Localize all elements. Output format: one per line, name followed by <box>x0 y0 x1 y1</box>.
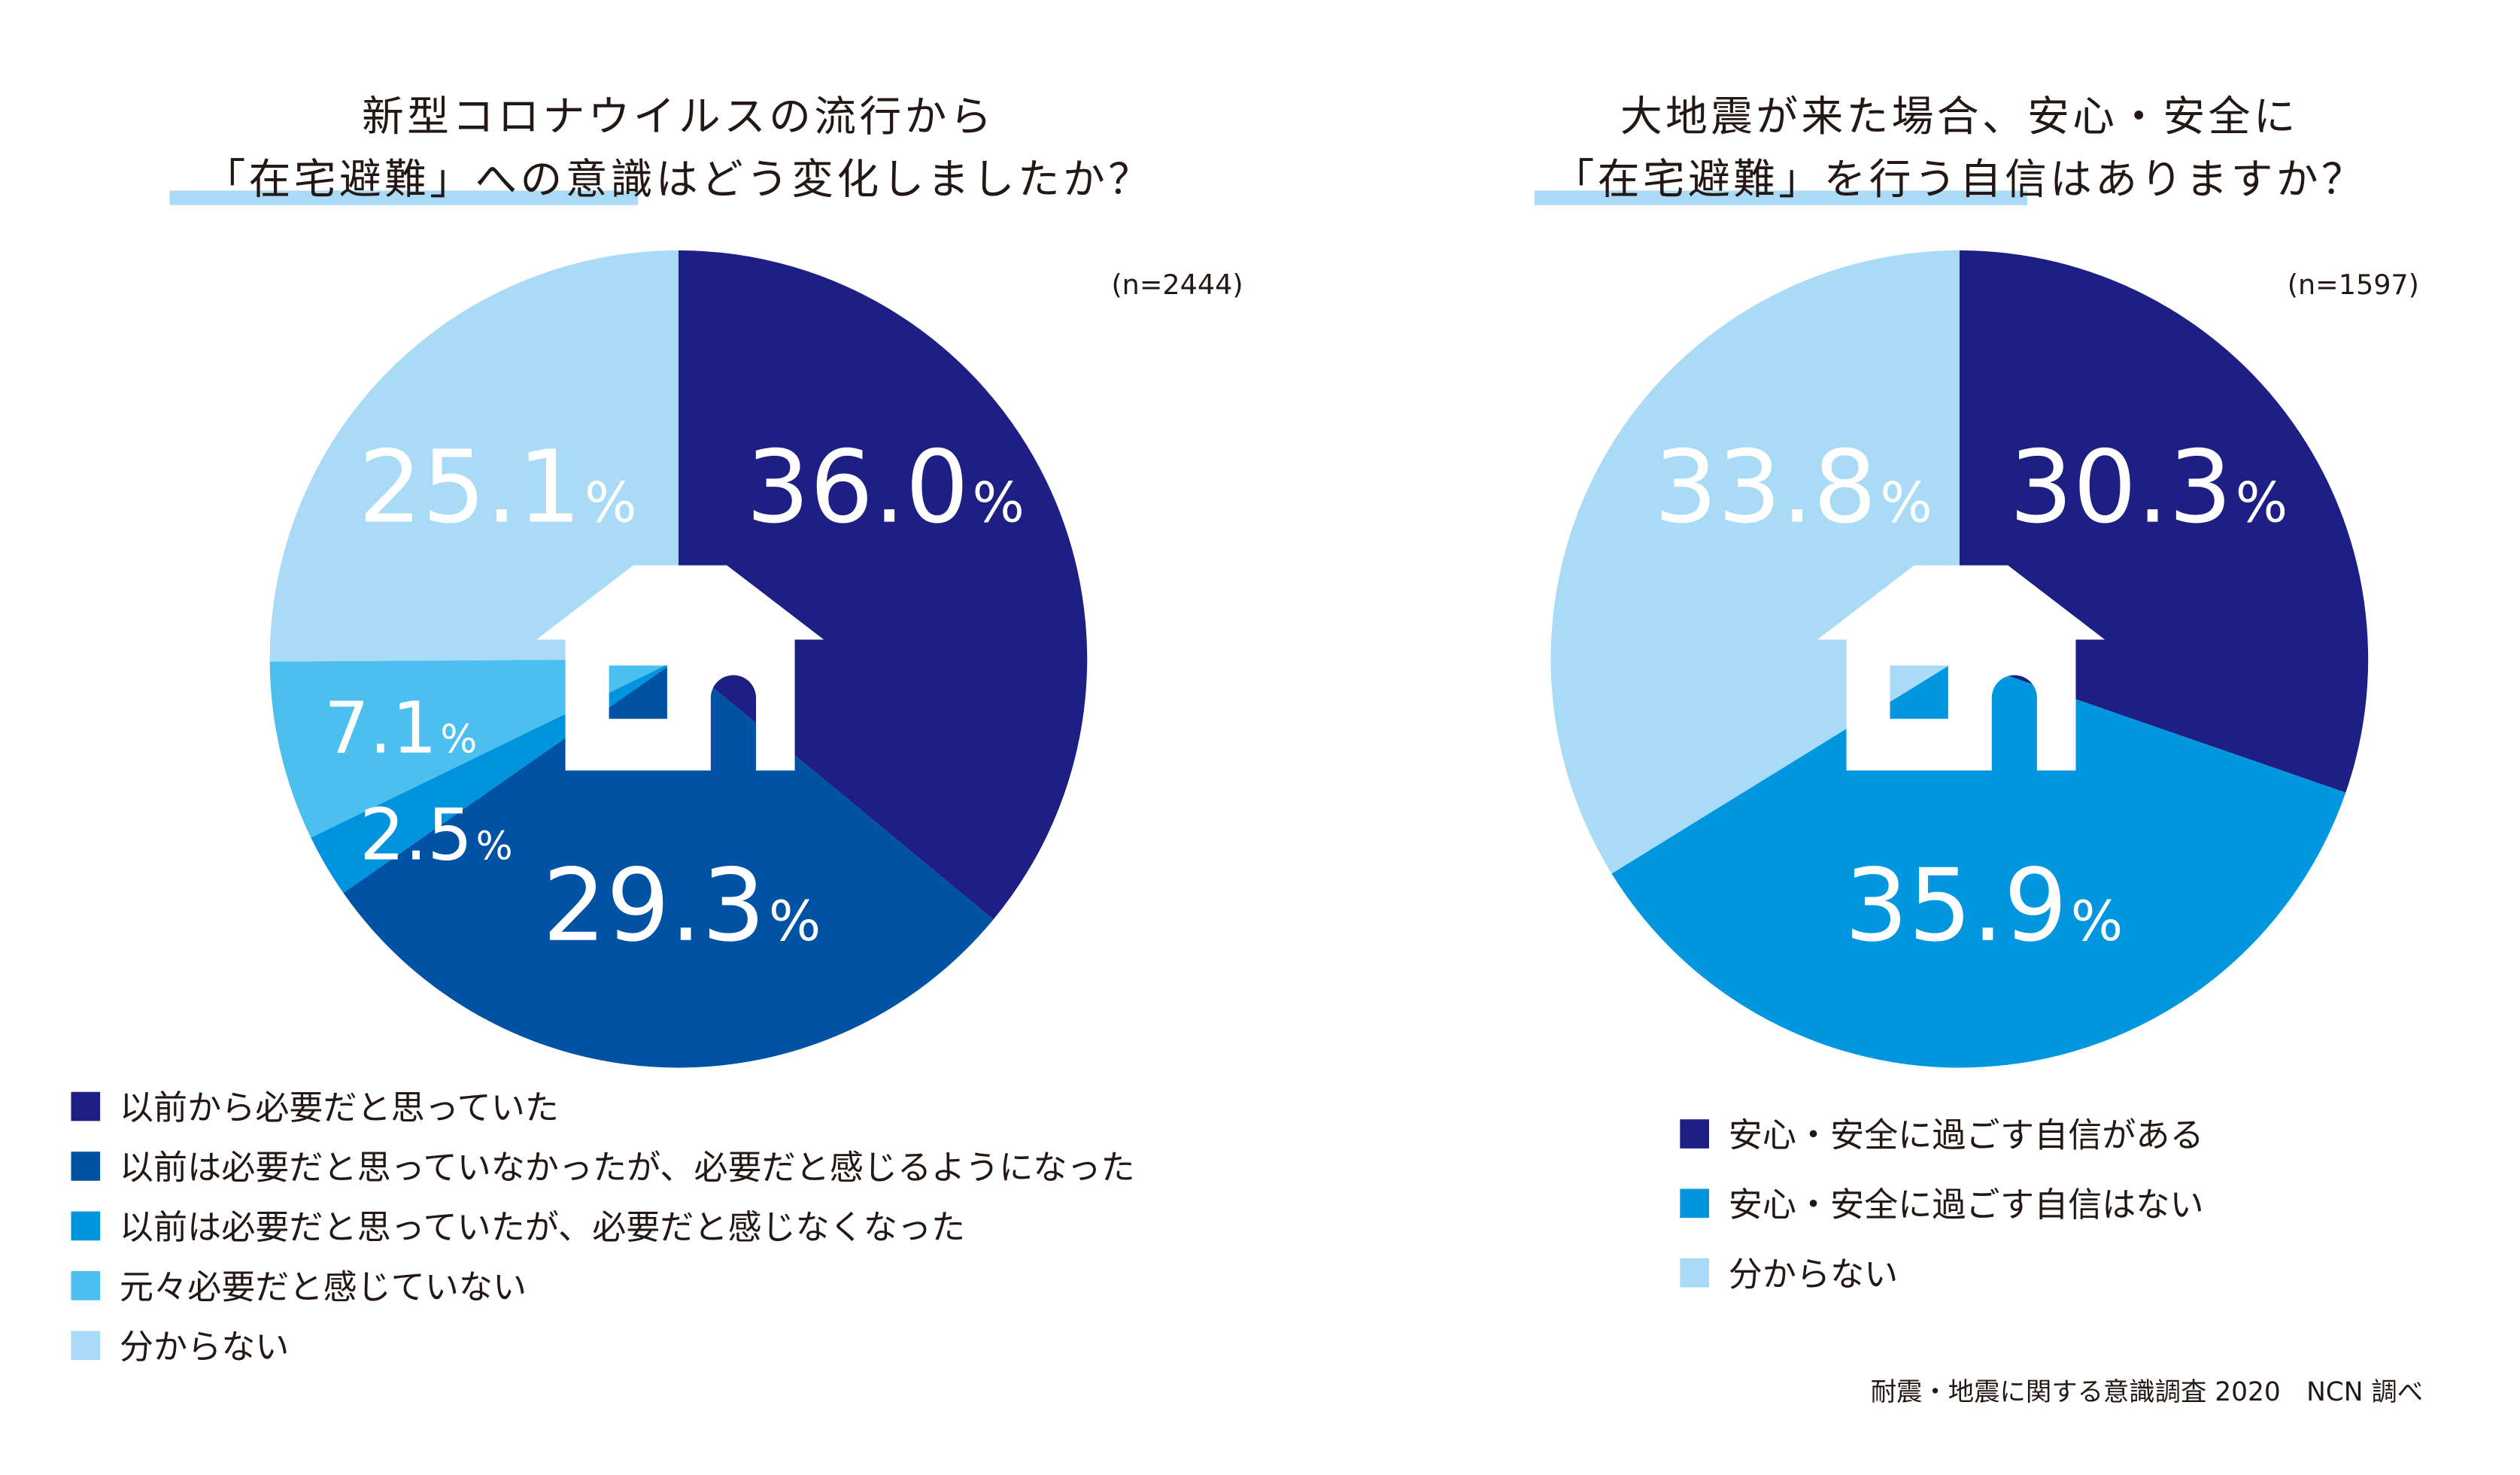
pie-slice <box>678 250 1088 920</box>
legend-swatch <box>71 1330 101 1360</box>
sample-size-left: (n=2444) <box>1111 269 1243 302</box>
legend-label: 以前は必要だと思っていたが、必要だと感じなくなった <box>119 1207 966 1246</box>
value-unit: % <box>2236 472 2288 536</box>
value-unit: % <box>1880 472 1932 536</box>
value-unit: % <box>769 890 821 954</box>
chart-title-right: 大地震が来た場合、安心・安全に 「在宅避難」を行う自信はありますか？ <box>1394 87 2520 214</box>
value-number: 29.3 <box>542 848 765 964</box>
title-line-1: 大地震が来た場合、安心・安全に <box>1620 93 2299 142</box>
title-highlight-text: 「在宅避難」 <box>1552 156 1824 205</box>
legend-swatch <box>71 1091 101 1121</box>
legend-item: 以前は必要だと思っていたが、必要だと感じなくなった <box>71 1195 1134 1255</box>
title-rest-text: はどう変化しましたか？ <box>655 156 1154 205</box>
value-unit: % <box>2071 890 2123 954</box>
legend-swatch <box>71 1210 101 1240</box>
source-footer: 耐震・地震に関する意識調査 2020 NCN 調べ <box>1870 1376 2424 1407</box>
house-icon <box>536 565 824 771</box>
slice-value-label: 30.3% <box>2009 429 2288 546</box>
title-highlight-right <box>1535 190 2028 205</box>
legend-label: 以前は必要だと思っていなかったが、必要だと感じるようになった <box>119 1147 1135 1187</box>
slice-value-label: 29.3% <box>542 848 821 964</box>
legend-swatch <box>1680 1118 1709 1148</box>
legend-left: 以前から必要だと思っていた以前は必要だと思っていなかったが、必要だと感じるように… <box>71 1076 1135 1374</box>
legend-item: 安心・安全に過ごす自信がある <box>1680 1098 2204 1167</box>
slice-value-label: 2.5% <box>360 794 512 876</box>
slice-value-label: 7.1% <box>324 687 477 770</box>
legend-item: 元々必要だと感じていない <box>71 1255 1134 1315</box>
legend-right: 安心・安全に過ごす自信がある 安心・安全に過ごす自信はない 分からない <box>1680 1098 2204 1307</box>
legend-label: 安心・安全に過ごす自信がある <box>1728 1115 2204 1155</box>
pie-slice <box>269 250 679 662</box>
house-icon <box>1817 565 2106 771</box>
legend-label: 分からない <box>1728 1254 1899 1294</box>
value-unit: % <box>972 472 1024 536</box>
value-number: 35.9 <box>1844 848 2067 964</box>
legend-label: 安心・安全に過ごす自信はない <box>1728 1185 2204 1224</box>
value-number: 33.8 <box>1654 429 1877 546</box>
legend-swatch <box>71 1151 101 1180</box>
legend-item: 以前は必要だと思っていなかったが、必要だと感じるようになった <box>71 1136 1135 1195</box>
title-highlight-left <box>169 190 639 205</box>
value-number: 7.1 <box>324 687 437 770</box>
pie-slice <box>1611 659 2346 1068</box>
value-number: 36.0 <box>746 429 969 546</box>
title-highlight-text: 「在宅避難」への意識 <box>203 156 656 205</box>
legend-label: 以前から必要だと思っていた <box>119 1088 559 1127</box>
pie-slice <box>343 659 994 1068</box>
value-number: 2.5 <box>360 794 472 876</box>
slice-value-label: 36.0% <box>746 429 1025 546</box>
legend-swatch <box>1680 1188 1709 1218</box>
legend-item: 分からない <box>71 1315 1134 1374</box>
legend-swatch <box>71 1270 101 1300</box>
slice-value-label: 35.9% <box>1844 848 2123 964</box>
legend-item: 安心・安全に過ごす自信はない <box>1680 1168 2204 1237</box>
value-number: 30.3 <box>2009 429 2232 546</box>
title-rest-text: を行う自信はありますか？ <box>1823 156 2367 205</box>
value-number: 25.1 <box>358 429 581 546</box>
slice-value-label: 25.1% <box>358 429 636 546</box>
value-unit: % <box>476 824 513 869</box>
title-line-1: 新型コロナウイルスの流行から <box>361 93 995 142</box>
sample-size-right: (n=1597) <box>2287 269 2419 302</box>
legend-item: 以前から必要だと思っていた <box>71 1076 1134 1135</box>
value-unit: % <box>584 472 636 536</box>
value-unit: % <box>440 718 477 763</box>
slice-value-label: 33.8% <box>1654 429 1933 546</box>
chart-title-left: 新型コロナウイルスの流行から 「在宅避難」への意識はどう変化しましたか？ <box>113 87 1243 214</box>
legend-label: 分からない <box>119 1327 290 1366</box>
legend-swatch <box>1680 1257 1709 1287</box>
legend-item: 分からない <box>1680 1237 2203 1307</box>
legend-label: 元々必要だと感じていない <box>119 1267 527 1307</box>
